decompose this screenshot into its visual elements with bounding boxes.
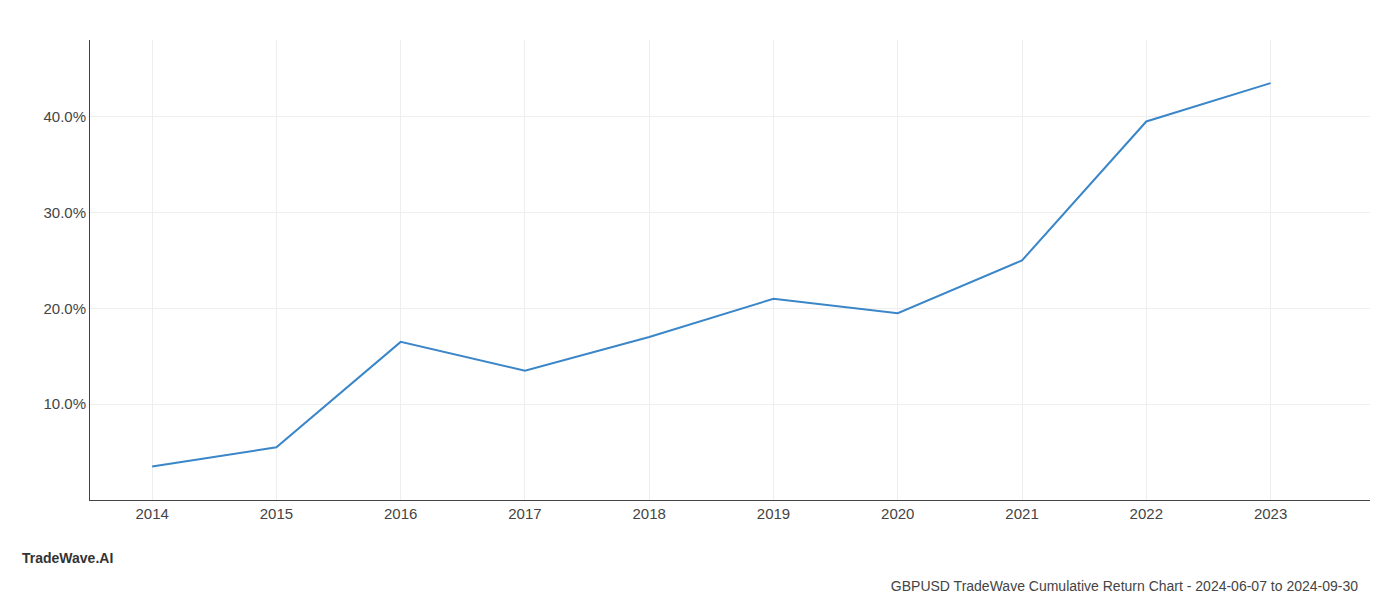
svg-text:10.0%: 10.0% (43, 395, 86, 412)
svg-text:GBPUSD TradeWave Cumulative Re: GBPUSD TradeWave Cumulative Return Chart… (891, 578, 1358, 594)
svg-text:2023: 2023 (1254, 505, 1287, 522)
svg-text:2021: 2021 (1005, 505, 1038, 522)
svg-text:2014: 2014 (135, 505, 168, 522)
svg-text:2020: 2020 (881, 505, 914, 522)
svg-text:2015: 2015 (260, 505, 293, 522)
svg-text:2018: 2018 (633, 505, 666, 522)
svg-text:TradeWave.AI: TradeWave.AI (22, 550, 113, 566)
svg-text:2022: 2022 (1130, 505, 1163, 522)
svg-text:40.0%: 40.0% (43, 108, 86, 125)
svg-text:30.0%: 30.0% (43, 204, 86, 221)
svg-text:2016: 2016 (384, 505, 417, 522)
svg-text:20.0%: 20.0% (43, 300, 86, 317)
svg-text:2019: 2019 (757, 505, 790, 522)
svg-text:2017: 2017 (508, 505, 541, 522)
